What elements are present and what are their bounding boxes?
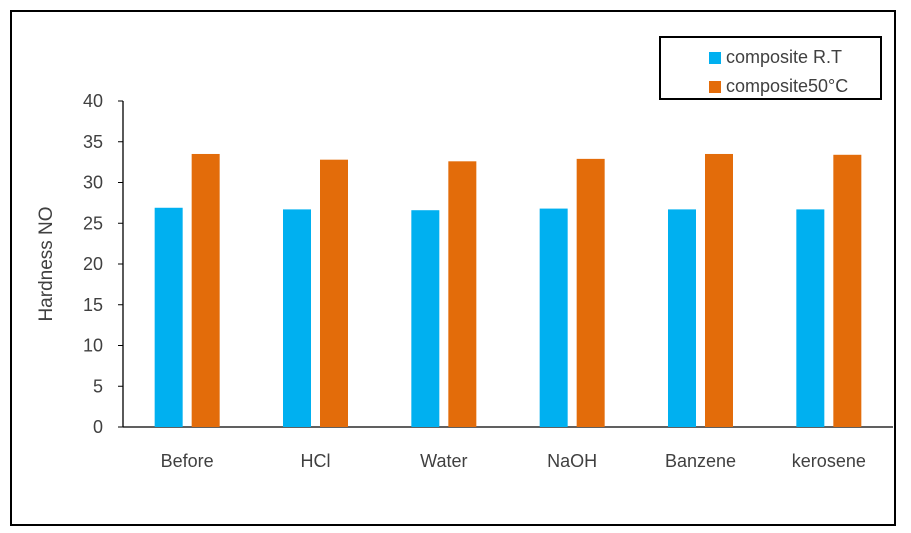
labels: 0 5 10 15 20 25 30 35 40 Hardness NO Before HCl Wate… (36, 91, 866, 471)
x-tick-label: HCl (301, 451, 331, 471)
bar-naoh-series-1 (539, 208, 568, 427)
bar-before-series-1 (154, 207, 183, 427)
y-tick-label: 10 (83, 336, 103, 356)
y-tick-label: 0 (93, 417, 103, 437)
bars (154, 153, 862, 428)
bar-naoh-series-2 (576, 158, 605, 428)
bar-banzene-series-1 (668, 209, 696, 427)
y-tick-label: 5 (93, 376, 103, 396)
bar-before-series-2 (191, 153, 220, 427)
axes (118, 100, 893, 428)
x-tick-label: Before (161, 451, 214, 471)
x-tick-label: kerosene (792, 451, 866, 471)
y-tick-label: 40 (83, 91, 103, 111)
bar-kerosene-series-2 (833, 154, 862, 428)
y-tick-label: 15 (83, 295, 103, 315)
y-tick-label: 25 (83, 213, 103, 233)
legend-item-series-2: composite50°C (709, 76, 848, 97)
bar-water-series-1 (411, 210, 440, 427)
legend-item-series-1: composite R.T (709, 47, 842, 68)
legend-swatch-series-1 (709, 51, 721, 64)
x-tick-label: Water (420, 451, 467, 471)
y-tick-label: 30 (83, 173, 103, 193)
x-tick-label: NaOH (547, 451, 597, 471)
legend-label-series-1: composite R.T (726, 47, 843, 67)
legend-swatch-series-2 (709, 80, 721, 93)
bar-water-series-2 (448, 161, 477, 427)
x-tick-label: Banzene (665, 451, 736, 471)
y-tick-label: 35 (83, 132, 103, 152)
bar-kerosene-series-1 (796, 209, 825, 427)
bar-hcl-series-2 (320, 159, 348, 427)
y-tick-label: 20 (83, 254, 103, 274)
y-axis-label: Hardness NO (36, 206, 57, 321)
legend: composite R.T composite50°C (659, 36, 882, 100)
bar-hcl-series-1 (283, 209, 311, 427)
legend-label-series-2: composite50°C (726, 76, 849, 96)
bar-banzene-series-2 (705, 153, 733, 427)
